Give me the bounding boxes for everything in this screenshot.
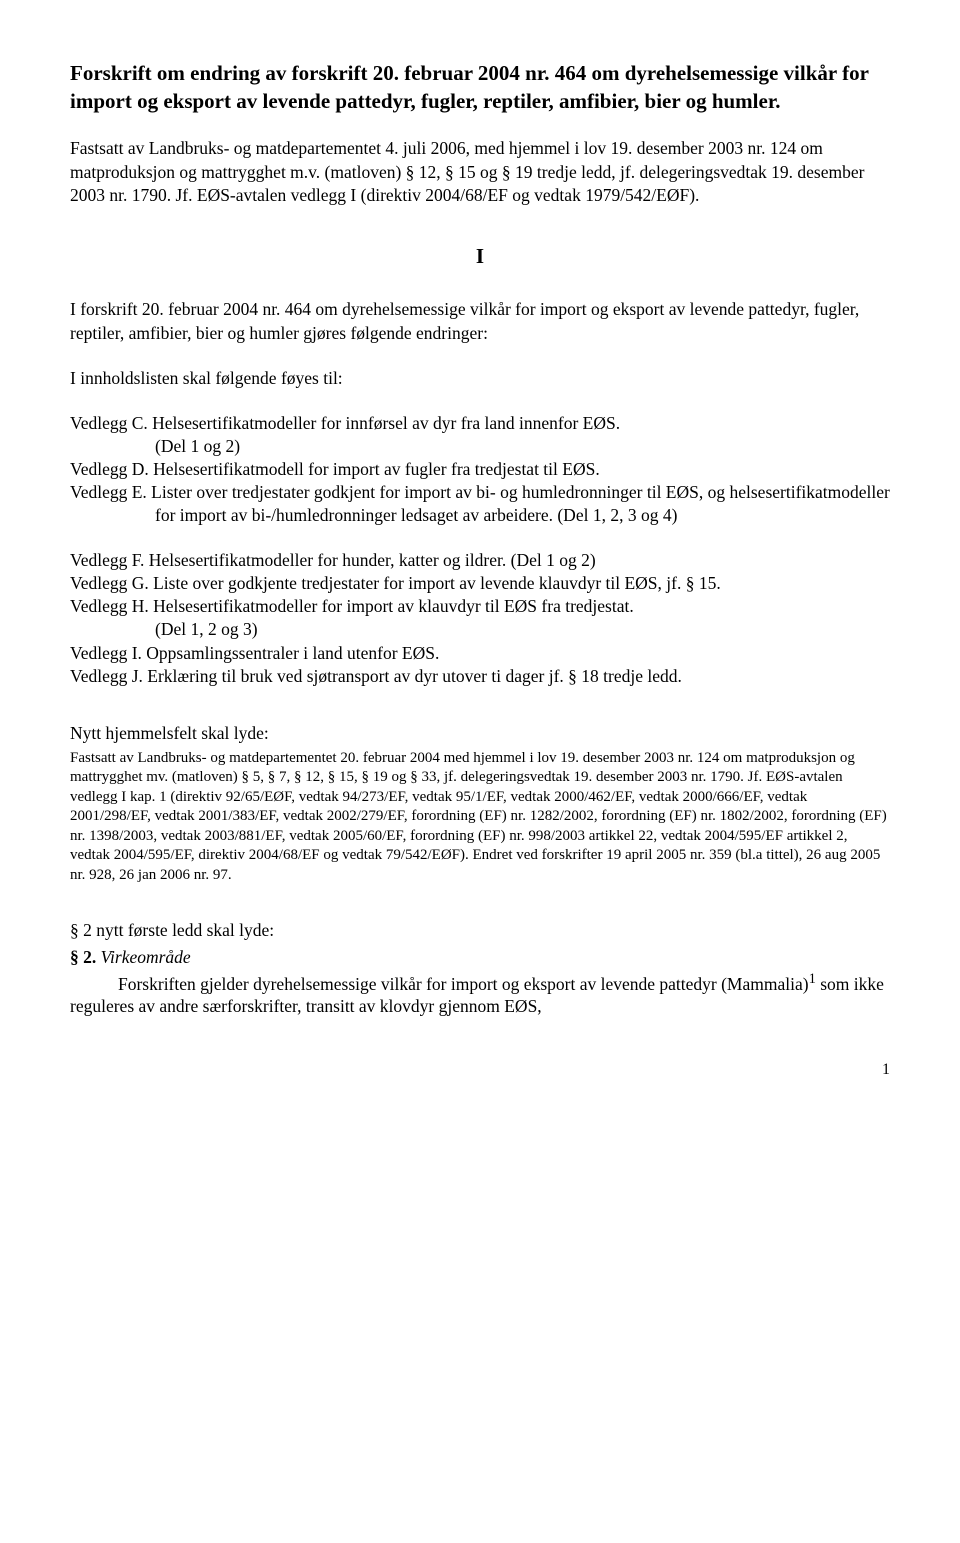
vedlegg-h: Vedlegg H. Helsesertifikatmodeller for i… bbox=[70, 595, 890, 618]
section-marker-I: I bbox=[70, 243, 890, 271]
vedlegg-g: Vedlegg G. Liste over godkjente tredjest… bbox=[70, 572, 890, 595]
vedlegg-h-del: (Del 1, 2 og 3) bbox=[70, 618, 890, 641]
vedlegg-f: Vedlegg F. Helsesertifikatmodeller for h… bbox=[70, 549, 890, 572]
section-2-body: Forskriften gjelder dyrehelsemessige vil… bbox=[70, 970, 890, 1019]
hjemmel-heading: Nytt hjemmelsfelt skal lyde: bbox=[70, 722, 890, 745]
hjemmel-body: Fastsatt av Landbruks- og matdepartement… bbox=[70, 749, 890, 886]
document-title: Forskrift om endring av forskrift 20. fe… bbox=[70, 60, 890, 115]
vedlegg-d: Vedlegg D. Helsesertifikatmodell for imp… bbox=[70, 458, 890, 481]
vedlegg-block-1: Vedlegg C. Helsesertifikatmodeller for i… bbox=[70, 412, 890, 527]
vedlegg-i: Vedlegg I. Oppsamlingssentraler i land u… bbox=[70, 642, 890, 665]
paragraph-innholdslisten: I innholdslisten skal følgende føyes til… bbox=[70, 367, 890, 390]
section-2-body-text: Forskriften gjelder dyrehelsemessige vil… bbox=[70, 970, 890, 1019]
vedlegg-j: Vedlegg J. Erklæring til bruk ved sjøtra… bbox=[70, 665, 890, 688]
footnote-ref-1: 1 bbox=[809, 971, 816, 987]
section-2-title-line: § 2. Virkeområde bbox=[70, 946, 890, 969]
vedlegg-c: Vedlegg C. Helsesertifikatmodeller for i… bbox=[70, 412, 890, 435]
section-2-number: § 2. bbox=[70, 947, 101, 967]
vedlegg-e: Vedlegg E. Lister over tredjestater godk… bbox=[70, 481, 890, 527]
vedlegg-c-del: (Del 1 og 2) bbox=[70, 435, 890, 458]
section-2-title-italic: Virkeområde bbox=[101, 947, 191, 967]
section-2-heading: § 2 nytt første ledd skal lyde: bbox=[70, 919, 890, 942]
paragraph-fastsatt: Fastsatt av Landbruks- og matdepartement… bbox=[70, 137, 890, 206]
paragraph-forskrift-intro: I forskrift 20. februar 2004 nr. 464 om … bbox=[70, 298, 890, 344]
page-number: 1 bbox=[70, 1059, 890, 1080]
vedlegg-block-2: Vedlegg F. Helsesertifikatmodeller for h… bbox=[70, 549, 890, 688]
